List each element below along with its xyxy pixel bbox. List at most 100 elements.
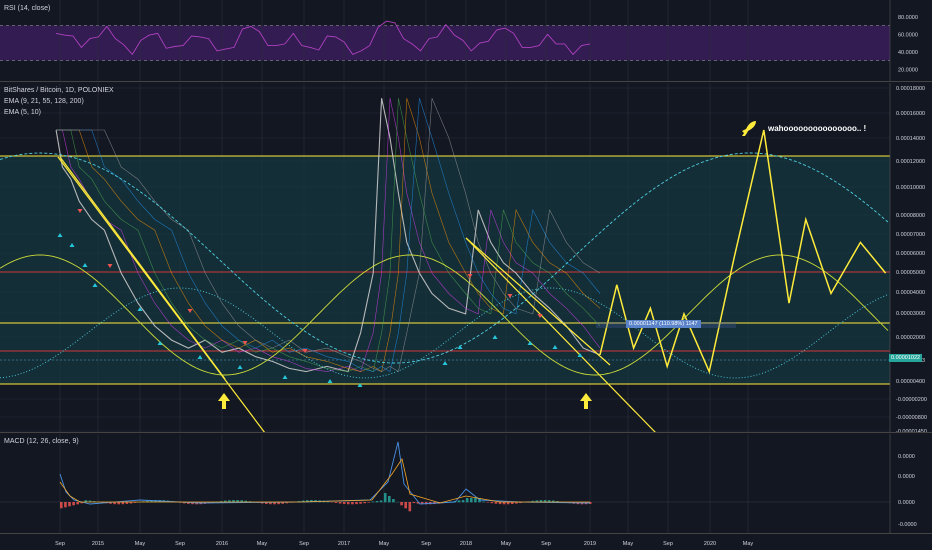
price-tick-label: 0.00000400 [896, 379, 925, 385]
buy-marker-12 [457, 345, 463, 349]
ema-label-2: EMA (5, 10) [4, 109, 41, 116]
buy-marker-11 [442, 361, 448, 365]
trendline-2 [59, 156, 226, 380]
macd-histogram-bar [277, 502, 280, 505]
price-tick-label: 0.00007000 [896, 232, 925, 238]
price-tick-label: 0.00003000 [896, 311, 925, 317]
time-tick-label: 2017 [338, 541, 350, 547]
signal-line [59, 458, 590, 504]
rsi-tick-label: 40.0000 [898, 50, 918, 56]
buy-marker-14 [527, 341, 533, 345]
macd-histogram-bar [269, 502, 272, 505]
rocket-icon [742, 121, 756, 136]
macd-histogram-bar [133, 502, 137, 503]
buy-marker-13 [492, 335, 498, 339]
buy-marker-10 [357, 383, 363, 387]
macd-histogram-bar [420, 502, 424, 505]
sell-marker-2 [187, 309, 193, 313]
ema-line-0 [56, 98, 601, 373]
macd-histogram-bar [457, 500, 461, 503]
macd-histogram-bar [301, 500, 305, 503]
macd-histogram-bar [109, 502, 112, 504]
buy-marker-2 [82, 263, 88, 267]
macd-tick-label: 0.0000 [898, 474, 915, 480]
rsi-label: RSI (14, close) [4, 5, 51, 12]
projection-path [599, 129, 887, 375]
macd-histogram-bar [383, 493, 387, 503]
macd-histogram-bar [187, 502, 190, 504]
rsi-tick-label: 20.0000 [898, 67, 918, 73]
macd-histogram-bar [326, 501, 330, 503]
price-tick-label: 0.00002000 [896, 335, 925, 341]
rsi-pane[interactable]: 80.0000 60.0000 40.0000 20.0000 RSI (14, cl… [0, 0, 932, 82]
macd-histogram-bar [588, 502, 592, 504]
macd-histogram-bar [183, 502, 186, 504]
macd-histogram-bar [367, 502, 371, 503]
macd-histogram-bar [232, 500, 235, 503]
time-tick-label: Sep [175, 541, 185, 547]
macd-histogram-bar [552, 500, 555, 503]
macd-histogram-bar [400, 502, 403, 506]
buy-marker-16 [577, 353, 583, 357]
time-tick-label: 2020 [704, 541, 716, 547]
macd-histogram-bar [498, 502, 502, 505]
macd-line [59, 441, 591, 505]
buy-marker-15 [552, 345, 558, 349]
macd-histogram-bar [547, 500, 551, 503]
sell-marker-6 [507, 294, 513, 298]
macd-pane[interactable]: 0.0000 0.0000 0.0000 -0.0000 MACD (12, 26, … [0, 434, 932, 534]
macd-histogram-bar [244, 500, 248, 503]
buy-marker-1 [69, 243, 75, 247]
macd-histogram-bar [240, 500, 243, 503]
macd-histogram-bar [228, 500, 231, 503]
buy-marker-3 [92, 283, 98, 287]
macd-histogram-bar [359, 502, 362, 504]
sell-marker-0 [77, 209, 83, 213]
time-axis: Sep 2015 May Sep 2016 May Sep 2017 May Sep 2018 May… [55, 541, 753, 547]
price-tick-label: 0.00004000 [896, 290, 925, 296]
rsi-tick-label: 80.0000 [898, 15, 918, 21]
sell-marker-1 [107, 264, 113, 268]
rsi-chart: 80.0000 60.0000 40.0000 20.0000 [0, 0, 932, 82]
buy-marker-9 [327, 379, 333, 383]
price-pane[interactable]: 0.00018000 0.00016000 0.00014000 0.00012000… [0, 83, 932, 433]
macd-histogram-bar [342, 502, 346, 504]
macd-histogram-bar [474, 498, 477, 503]
macd-histogram-bar [60, 502, 63, 509]
sell-marker-3 [242, 341, 248, 345]
cycle-arc [0, 254, 889, 376]
time-tick-label: May [623, 541, 634, 547]
macd-histogram-bar [125, 502, 129, 504]
price-tick-label: 0.00010000 [896, 185, 925, 191]
macd-histogram-bar [515, 502, 518, 504]
price-tick-label: 0.00016000 [896, 111, 925, 117]
symbol-label: BitShares / Bitcoin, 1D, POLONIEX [4, 87, 114, 94]
buy-marker-5 [157, 341, 163, 345]
macd-histogram-bar [539, 500, 543, 503]
macd-histogram-bar [236, 500, 239, 503]
rsi-line [55, 20, 591, 56]
macd-histogram-bar [404, 502, 407, 509]
time-tick-label: Sep [299, 541, 309, 547]
sell-marker-7 [537, 314, 543, 318]
macd-histogram-bar [470, 498, 473, 503]
macd-histogram-bar [494, 502, 498, 504]
macd-histogram-bar [351, 502, 354, 505]
price-tick-label: 0.00005000 [896, 270, 925, 276]
macd-histogram-bar [371, 501, 375, 503]
macd-histogram-bar [486, 502, 489, 503]
macd-histogram-bar [121, 502, 125, 505]
macd-histogram-bar [388, 496, 391, 503]
macd-histogram-bar [68, 502, 71, 507]
macd-histogram-bar [80, 502, 84, 504]
trendline-1 [465, 237, 657, 433]
macd-histogram-bar [191, 502, 194, 505]
macd-histogram-bar [281, 502, 284, 504]
macd-histogram-bar [150, 500, 153, 503]
time-tick-label: Sep [421, 541, 431, 547]
macd-histogram-bar [355, 502, 358, 505]
buy-marker-6 [197, 355, 203, 359]
macd-histogram-bar [408, 502, 412, 512]
macd-histogram-bar [531, 500, 535, 503]
macd-histogram-bar [347, 502, 350, 505]
